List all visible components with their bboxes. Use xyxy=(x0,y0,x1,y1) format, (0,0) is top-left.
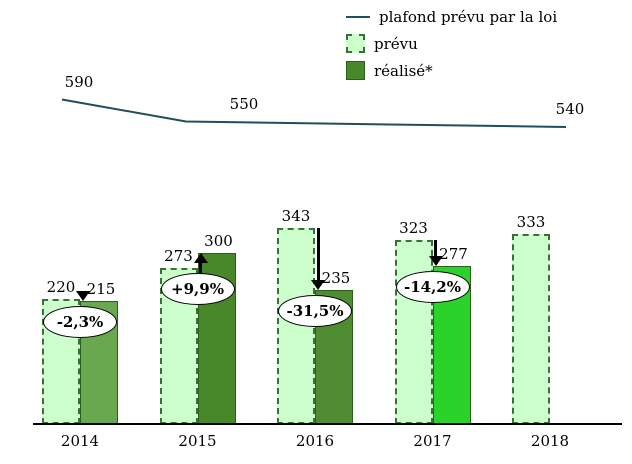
delta-arrow-2017 xyxy=(434,239,437,258)
prevu-value-2015: 273 xyxy=(164,247,193,266)
ceiling-value-label-1: 550 xyxy=(229,94,259,113)
prevu-value-2014: 220 xyxy=(46,277,76,296)
delta-arrowhead-2016 xyxy=(311,280,325,291)
x-tick-2015: 2015 xyxy=(178,432,217,450)
line-swatch-icon xyxy=(346,15,370,18)
realise-swatch-icon xyxy=(346,61,365,80)
legend: plafond prévu par la loi prévu réalisé* xyxy=(346,6,557,87)
legend-label-prevu: prévu xyxy=(374,34,418,53)
x-tick-2014: 2014 xyxy=(60,432,100,450)
delta-arrowhead-2014 xyxy=(76,291,90,302)
delta-arrow-2016 xyxy=(316,228,320,282)
ceiling-value-label-0: 590 xyxy=(64,72,94,91)
x-tick-2016: 2016 xyxy=(295,432,335,450)
delta-oval-2017: -14,2% xyxy=(395,271,470,304)
delta-arrow-2015 xyxy=(199,262,202,277)
x-tick-2018: 2018 xyxy=(530,432,570,450)
prevu-swatch-icon xyxy=(346,34,365,53)
prevu-value-2018: 333 xyxy=(516,213,546,232)
legend-item-ceiling: plafond prévu par la loi xyxy=(346,6,557,27)
delta-oval-2015: +9,9% xyxy=(160,273,235,306)
legend-label-realise: réalisé* xyxy=(374,61,433,80)
realise-value-2015: 300 xyxy=(204,232,233,250)
prevu-value-2016: 343 xyxy=(281,207,311,226)
x-axis-line xyxy=(33,423,622,425)
ceiling-value-label-2: 540 xyxy=(555,100,585,118)
prevu-value-2017: 323 xyxy=(399,218,428,237)
realise-value-2016: 235 xyxy=(321,269,351,288)
delta-arrowhead-2017 xyxy=(428,256,443,267)
realise-value-2014: 215 xyxy=(86,280,116,299)
ceiling-polyline xyxy=(61,98,567,128)
delta-arrowhead-2015 xyxy=(193,253,208,263)
legend-label-ceiling: plafond prévu par la loi xyxy=(379,7,558,26)
delta-oval-2014: -2,3% xyxy=(43,306,117,339)
delta-oval-2016: -31,5% xyxy=(278,295,352,328)
x-tick-2017: 2017 xyxy=(413,432,452,450)
realise-value-2017: 277 xyxy=(439,245,468,264)
prevu-bar-2018 xyxy=(512,234,550,424)
legend-item-realise: réalisé* xyxy=(346,60,557,81)
legend-item-prevu: prévu xyxy=(346,33,557,54)
